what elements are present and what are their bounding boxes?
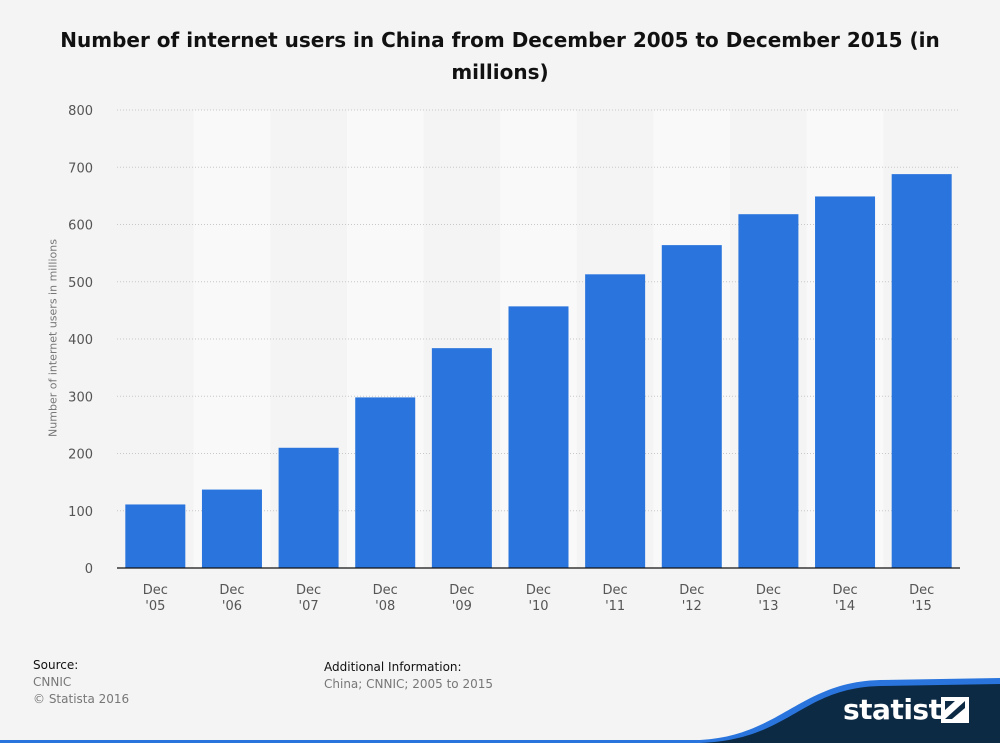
y-tick-label: 200 — [68, 448, 93, 463]
bar — [815, 196, 876, 568]
y-tick-label: 700 — [68, 161, 93, 176]
statista-logo-text[interactable]: statista — [843, 693, 960, 726]
y-tick-label: 400 — [68, 333, 93, 348]
bar-chart: 0 100 200 300 400 500 600 700 800 Dec '05 Dec '06 Dec… — [68, 104, 960, 614]
y-tick-label: 800 — [68, 104, 93, 119]
x-tick-label: Dec '10 — [526, 583, 551, 614]
source-value: CNNIC — [33, 675, 72, 689]
y-tick-label: 500 — [68, 276, 93, 291]
bar — [355, 397, 416, 568]
bar — [508, 306, 569, 568]
x-tick-label: Dec '09 — [449, 583, 474, 614]
x-tick-label: Dec '14 — [832, 583, 857, 614]
x-tick-label: Dec '08 — [373, 583, 398, 614]
statista-logo-icon — [941, 697, 969, 723]
bar — [201, 489, 262, 568]
brand-dark-wave — [700, 684, 1000, 743]
bar — [278, 447, 339, 568]
copyright: © Statista 2016 — [33, 692, 130, 706]
additional-info-label: Additional Information: — [324, 660, 462, 674]
x-tick-label: Dec '15 — [909, 583, 934, 614]
x-tick-label: Dec '11 — [603, 583, 628, 614]
y-axis-label: Number of internet users in millions — [46, 239, 60, 437]
y-tick-label: 0 — [85, 562, 93, 577]
x-tick-label: Dec '13 — [756, 583, 781, 614]
y-tick-label: 600 — [68, 219, 93, 234]
bar — [661, 245, 722, 569]
bar — [431, 348, 492, 568]
x-tick-label: Dec '05 — [143, 583, 168, 614]
source-block: Source: CNNIC © Statista 2016 — [33, 657, 129, 708]
x-tick-label: Dec '06 — [219, 583, 244, 614]
chart-title: Number of internet users in China from D… — [60, 28, 940, 84]
y-tick-label: 100 — [68, 505, 93, 520]
bar — [891, 174, 952, 568]
brand-banner — [0, 678, 1000, 743]
bar — [125, 504, 186, 568]
additional-info-block: Additional Information: China; CNNIC; 20… — [324, 659, 493, 693]
bar — [738, 214, 799, 568]
x-tick-label: Dec '12 — [679, 583, 704, 614]
bar — [585, 274, 646, 568]
additional-info-value: China; CNNIC; 2005 to 2015 — [324, 677, 493, 691]
source-label: Source: — [33, 658, 79, 672]
y-tick-label: 300 — [68, 390, 93, 405]
x-tick-label: Dec '07 — [296, 583, 321, 614]
